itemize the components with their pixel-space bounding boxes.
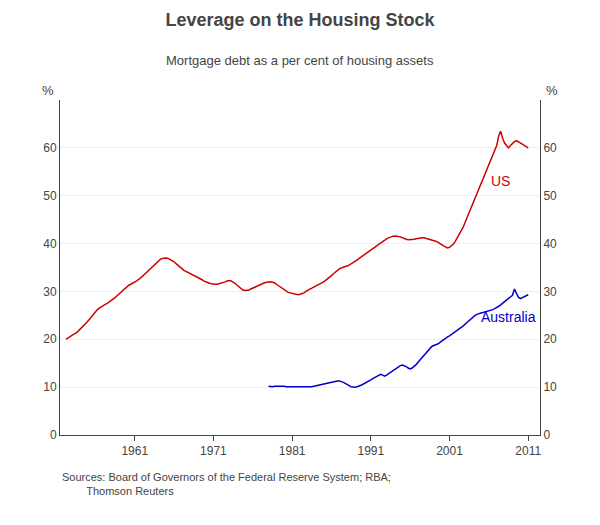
svg-text:20: 20 [543,332,557,346]
svg-text:60: 60 [543,141,557,155]
svg-text:10: 10 [43,380,57,394]
svg-text:Leverage on the Housing Stock: Leverage on the Housing Stock [165,10,435,30]
svg-text:1961: 1961 [121,444,148,458]
svg-text:30: 30 [543,285,557,299]
svg-text:1981: 1981 [279,444,306,458]
svg-text:30: 30 [43,285,57,299]
svg-text:40: 40 [543,237,557,251]
svg-text:60: 60 [43,141,57,155]
svg-text:0: 0 [543,428,550,442]
svg-text:2011: 2011 [515,444,541,458]
svg-text:US: US [491,173,510,189]
svg-text:10: 10 [543,380,557,394]
svg-text:40: 40 [43,237,57,251]
svg-text:Mortgage debt as a per cent of: Mortgage debt as a per cent of housing a… [166,53,434,68]
svg-text:Sources: Board of Governors of: Sources: Board of Governors of the Feder… [62,471,391,497]
svg-text:50: 50 [43,189,57,203]
svg-text:1991: 1991 [357,444,384,458]
svg-text:0: 0 [50,428,57,442]
svg-text:%: % [546,83,558,98]
svg-text:Australia: Australia [481,309,536,325]
svg-text:20: 20 [43,332,57,346]
svg-text:%: % [42,83,54,98]
svg-text:1971: 1971 [200,444,227,458]
svg-text:50: 50 [543,189,557,203]
svg-text:2001: 2001 [436,444,463,458]
